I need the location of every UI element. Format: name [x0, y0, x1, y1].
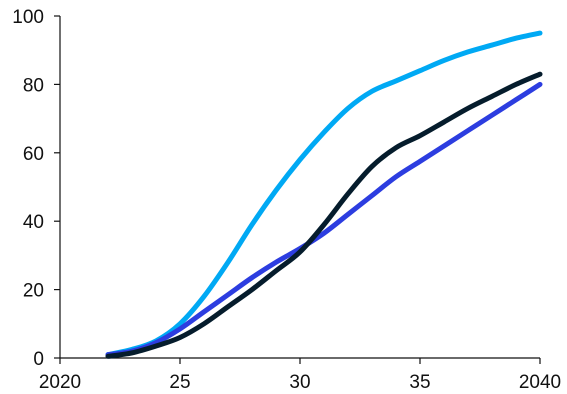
y-tick-label: 40 [23, 212, 44, 233]
y-tick-label: 20 [23, 281, 44, 302]
y-axis: 0 20 40 60 80 100 [12, 7, 61, 370]
series-group [105, 30, 543, 359]
series-line-3 [105, 71, 543, 359]
y-tick-label: 100 [12, 7, 44, 28]
series-line-1 [105, 30, 543, 358]
y-tick-label: 60 [23, 144, 44, 165]
x-axis: 2020 25 30 35 2040 [39, 357, 561, 393]
x-tick-label: 30 [289, 372, 310, 393]
y-tick-label: 0 [33, 349, 44, 370]
x-tick-label: 2040 [519, 372, 561, 393]
y-tick-label: 80 [23, 75, 44, 96]
x-tick-label: 2020 [39, 372, 81, 393]
x-tick-label: 25 [169, 372, 190, 393]
series-line-2 [105, 81, 543, 358]
x-tick-label: 35 [409, 372, 430, 393]
